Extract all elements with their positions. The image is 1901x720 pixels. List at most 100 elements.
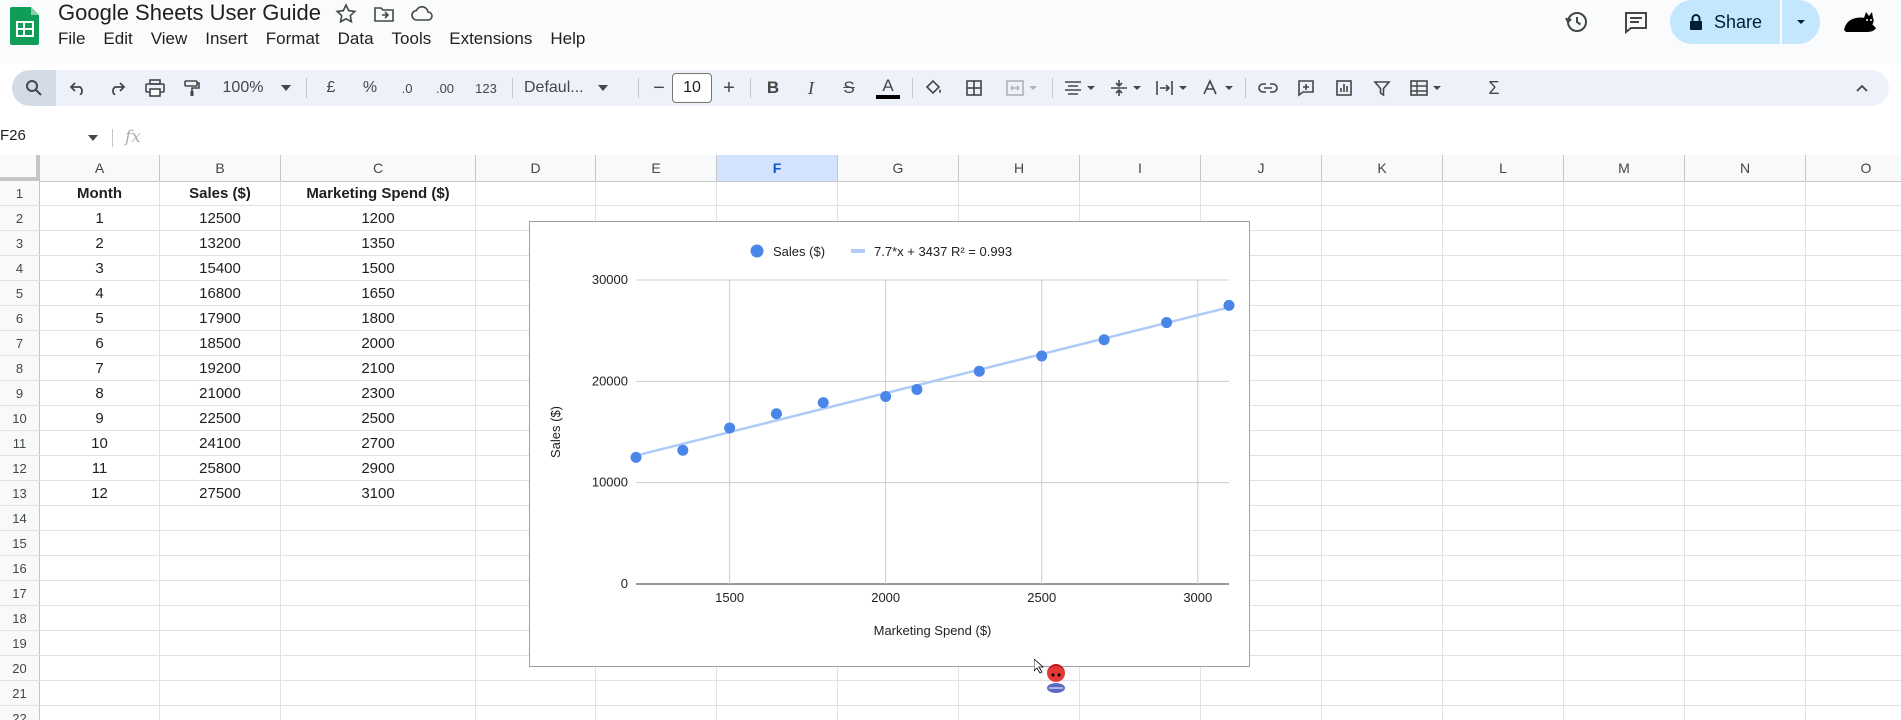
cell-j11[interactable] — [1201, 431, 1322, 455]
cell-b13[interactable]: 27500 — [160, 481, 281, 505]
cell-g21[interactable] — [838, 681, 959, 705]
menu-view[interactable]: View — [150, 29, 188, 48]
cell-b11[interactable]: 24100 — [160, 431, 281, 455]
row-header[interactable]: 8 — [0, 356, 40, 380]
menu-help[interactable]: Help — [550, 29, 586, 48]
font-size-input[interactable]: 10 — [672, 73, 712, 103]
cell-h20[interactable] — [959, 656, 1080, 680]
row-header[interactable]: 3 — [0, 231, 40, 255]
menu-edit[interactable]: Edit — [103, 29, 133, 48]
cell-a18[interactable] — [40, 606, 160, 630]
cell-c20[interactable] — [281, 656, 476, 680]
column-header-h[interactable]: H — [959, 155, 1080, 181]
row-header[interactable]: 4 — [0, 256, 40, 280]
cell-n9[interactable] — [1685, 381, 1806, 405]
cell-g22[interactable] — [838, 706, 959, 720]
cell-m13[interactable] — [1564, 481, 1685, 505]
row-header[interactable]: 21 — [0, 681, 40, 705]
column-header-f[interactable]: F — [717, 155, 838, 181]
fill-color-button[interactable] — [920, 70, 948, 106]
cell-a12[interactable]: 11 — [40, 456, 160, 480]
cell-b17[interactable] — [160, 581, 281, 605]
cell-n19[interactable] — [1685, 631, 1806, 655]
cell-e21[interactable] — [596, 681, 717, 705]
cell-b5[interactable]: 16800 — [160, 281, 281, 305]
cell-o5[interactable] — [1806, 281, 1901, 305]
cell-c11[interactable]: 2700 — [281, 431, 476, 455]
functions-button[interactable]: Σ — [1488, 77, 1500, 98]
cell-n10[interactable] — [1685, 406, 1806, 430]
row-header[interactable]: 13 — [0, 481, 40, 505]
cell-m8[interactable] — [1564, 356, 1685, 380]
cell-o4[interactable] — [1806, 256, 1901, 280]
decrease-font-size-button[interactable]: − — [653, 76, 665, 99]
row-header[interactable]: 19 — [0, 631, 40, 655]
cell-i1[interactable] — [1080, 181, 1201, 205]
text-wrapping-button[interactable] — [1152, 70, 1192, 106]
cell-l18[interactable] — [1443, 606, 1564, 630]
cell-b3[interactable]: 13200 — [160, 231, 281, 255]
cell-j1[interactable] — [1201, 181, 1322, 205]
row-header[interactable]: 22 — [0, 706, 40, 720]
cell-l5[interactable] — [1443, 281, 1564, 305]
column-header-i[interactable]: I — [1080, 155, 1201, 181]
text-rotation-button[interactable] — [1198, 70, 1238, 106]
cell-j16[interactable] — [1201, 556, 1322, 580]
cell-o18[interactable] — [1806, 606, 1901, 630]
decrease-decimal-button[interactable]: .0 — [394, 70, 420, 106]
cell-b14[interactable] — [160, 506, 281, 530]
cell-j7[interactable] — [1201, 331, 1322, 355]
cell-m9[interactable] — [1564, 381, 1685, 405]
cell-k4[interactable] — [1322, 256, 1443, 280]
cell-b19[interactable] — [160, 631, 281, 655]
cell-m19[interactable] — [1564, 631, 1685, 655]
share-button[interactable]: Share — [1670, 0, 1780, 44]
cell-k7[interactable] — [1322, 331, 1443, 355]
cell-l9[interactable] — [1443, 381, 1564, 405]
cloud-saved-icon[interactable] — [410, 2, 434, 26]
menu-file[interactable]: File — [58, 29, 86, 48]
menu-extensions[interactable]: Extensions — [449, 29, 533, 48]
cell-l16[interactable] — [1443, 556, 1564, 580]
cell-o20[interactable] — [1806, 656, 1901, 680]
cell-l6[interactable] — [1443, 306, 1564, 330]
cell-a19[interactable] — [40, 631, 160, 655]
cell-k12[interactable] — [1322, 456, 1443, 480]
cell-d2[interactable] — [476, 206, 596, 230]
cell-g2[interactable] — [838, 206, 959, 230]
cell-o15[interactable] — [1806, 531, 1901, 555]
column-header-n[interactable]: N — [1685, 155, 1806, 181]
cell-a6[interactable]: 5 — [40, 306, 160, 330]
cell-a15[interactable] — [40, 531, 160, 555]
cell-i2[interactable] — [1080, 206, 1201, 230]
cell-g20[interactable] — [838, 656, 959, 680]
cell-n5[interactable] — [1685, 281, 1806, 305]
cell-l13[interactable] — [1443, 481, 1564, 505]
cell-m7[interactable] — [1564, 331, 1685, 355]
undo-button[interactable] — [64, 70, 92, 106]
cell-c8[interactable]: 2100 — [281, 356, 476, 380]
cell-o22[interactable] — [1806, 706, 1901, 720]
cell-n14[interactable] — [1685, 506, 1806, 530]
insert-comment-button[interactable] — [1292, 70, 1320, 106]
cell-b12[interactable]: 25800 — [160, 456, 281, 480]
cell-m6[interactable] — [1564, 306, 1685, 330]
cell-n2[interactable] — [1685, 206, 1806, 230]
cell-a16[interactable] — [40, 556, 160, 580]
more-formats-button[interactable]: 123 — [475, 80, 497, 96]
cell-l14[interactable] — [1443, 506, 1564, 530]
cell-m10[interactable] — [1564, 406, 1685, 430]
row-header[interactable]: 18 — [0, 606, 40, 630]
scatter-chart[interactable]: 0 10000 20000 30000 1500 2000 2500 3000 Marketin… — [529, 221, 1250, 667]
cell-b21[interactable] — [160, 681, 281, 705]
cell-n12[interactable] — [1685, 456, 1806, 480]
cell-m12[interactable] — [1564, 456, 1685, 480]
column-header-b[interactable]: B — [160, 155, 281, 181]
cell-n11[interactable] — [1685, 431, 1806, 455]
currency-format-button[interactable]: £ — [326, 79, 336, 96]
cell-i22[interactable] — [1080, 706, 1201, 720]
cell-e1[interactable] — [596, 181, 717, 205]
cell-c2[interactable]: 1200 — [281, 206, 476, 230]
cell-l7[interactable] — [1443, 331, 1564, 355]
cell-m15[interactable] — [1564, 531, 1685, 555]
